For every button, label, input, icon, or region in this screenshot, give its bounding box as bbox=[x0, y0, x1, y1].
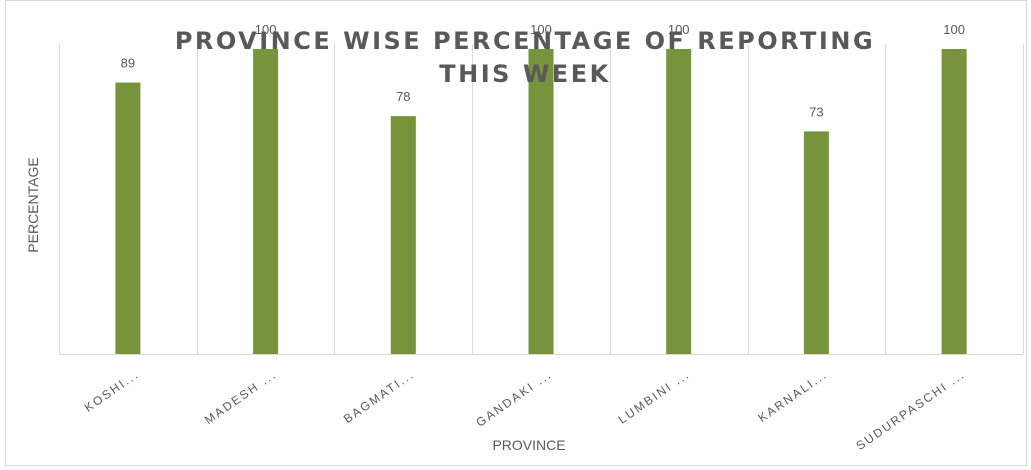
data-labels: 89 100 78 100 100 73 100 bbox=[121, 22, 965, 119]
data-label: 89 bbox=[121, 56, 135, 71]
data-label: 73 bbox=[809, 104, 823, 119]
bar bbox=[666, 49, 692, 354]
data-label: 100 bbox=[530, 22, 552, 37]
data-label: 100 bbox=[668, 22, 690, 37]
x-tick-label: SUDURPASCHI ... bbox=[853, 367, 967, 453]
x-tick-label: BAGMATI... bbox=[341, 367, 417, 426]
x-axis-title: PROVINCE bbox=[492, 437, 565, 453]
x-tick-label: GANDAKI ... bbox=[473, 367, 554, 430]
gridlines bbox=[59, 44, 1024, 355]
chart-title-line-2: THIS WEEK bbox=[439, 60, 610, 88]
chart-frame bbox=[5, 0, 1027, 466]
bars bbox=[115, 49, 967, 354]
bar bbox=[253, 49, 279, 354]
bar bbox=[390, 116, 416, 354]
data-label: 100 bbox=[943, 22, 965, 37]
bar bbox=[115, 82, 141, 354]
bar bbox=[803, 131, 829, 354]
x-tick-label: KARNALI... bbox=[755, 367, 830, 425]
bar bbox=[528, 49, 554, 354]
bar bbox=[941, 49, 967, 354]
data-label: 100 bbox=[255, 22, 277, 37]
chart-title-line-1: PROVINCE WISE PERCENTAGE OF REPORTING bbox=[175, 27, 875, 55]
data-label: 78 bbox=[396, 89, 410, 104]
x-tick-label: MADESH ... bbox=[202, 367, 279, 427]
x-tick-label: KOSHI... bbox=[82, 367, 142, 415]
y-axis-title: PERCENTAGE bbox=[25, 157, 41, 252]
x-tick-label: LUMBINI ... bbox=[616, 367, 693, 427]
